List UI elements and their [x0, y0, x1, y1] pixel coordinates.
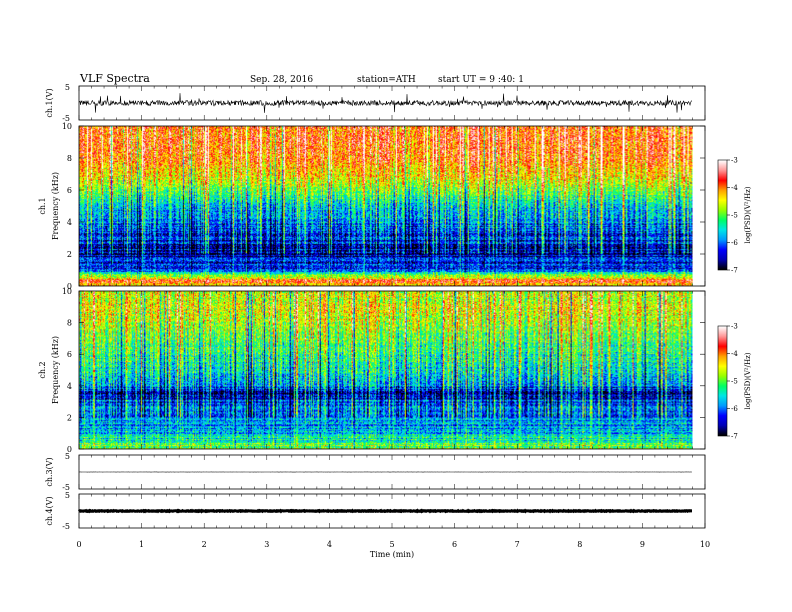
ch2-colorbar: -3 -4 -5 -6 -7 log(PSD)(V²/Hz)	[717, 323, 752, 441]
chart-title: VLF Spectra	[79, 72, 150, 85]
colorbar-tick-label: -6	[731, 239, 738, 247]
ch4-waveform-panel: 5 -5 ch.4(V)	[45, 491, 706, 531]
ch1-ytick-top: 5	[65, 83, 70, 92]
colorbar-tick-label: -4	[731, 184, 738, 192]
ch3-waveform-ylabel: ch.3(V)	[45, 457, 54, 486]
ch4-waveform-ylabel: ch.4(V)	[45, 496, 54, 525]
ch1-waveform-ylabel: ch.1(V)	[45, 88, 54, 117]
spectrogram-ytick-label: 2	[67, 250, 72, 259]
spectrogram-ytick-label: 0	[67, 282, 72, 291]
ch4-ytick-bottom: -5	[62, 522, 70, 531]
ch1-waveform-panel: 5 -5 ch.1(V)	[45, 83, 706, 123]
ch2-colorbar-gradient	[718, 326, 727, 436]
ch2-spectrogram-image	[79, 291, 693, 449]
colorbar-tick-label: -3	[731, 323, 738, 331]
ch3-waveform-panel: 5 -5 ch.3(V)	[45, 452, 706, 492]
ch1-spectrogram-yticks: 0 2 4 6 8 10	[62, 122, 705, 291]
ch1-spectrogram-panel: 0 2 4 6 8 10 ch.1 Frequency (kHz)	[38, 122, 706, 291]
ch1-spectrogram-image	[79, 126, 693, 286]
time-axis-tick-label: 3	[264, 540, 269, 549]
ch1-frequency-label: Frequency (kHz)	[51, 172, 60, 240]
colorbar-tick-label: -4	[731, 350, 738, 358]
time-axis-tick-label: 1	[139, 540, 144, 549]
date-label: Sep. 28, 2016	[250, 75, 313, 85]
colorbar-tick-label: -7	[731, 267, 738, 275]
time-axis-tick-label: 10	[700, 540, 710, 549]
spectrogram-ytick-label: 10	[62, 122, 72, 131]
time-axis-tick-label: 2	[202, 540, 207, 549]
time-axis-tick-label: 4	[327, 540, 332, 549]
colorbar-tick-label: -5	[731, 378, 738, 386]
ch3-ytick-bottom: -5	[62, 483, 70, 492]
ch1-colorbar-gradient	[718, 160, 727, 270]
colorbar-tick-label: -6	[731, 405, 738, 413]
spectrogram-ytick-label: 4	[67, 218, 72, 227]
spectrogram-ytick-label: 10	[62, 287, 72, 296]
station-label: station=ATH	[357, 75, 416, 85]
colorbar-tick-label: -7	[731, 433, 738, 441]
colorbar-tick-label: -5	[731, 212, 738, 220]
spectrogram-ytick-label: 6	[67, 186, 72, 195]
spectrogram-ytick-label: 6	[67, 350, 72, 359]
spectrogram-ytick-label: 8	[67, 319, 72, 328]
ch1-colorbar-ticks: -3 -4 -5 -6 -7	[727, 157, 738, 275]
ch1-colorbar: -3 -4 -5 -6 -7 log(PSD)(V²/Hz)	[717, 157, 752, 275]
time-axis-label: Time (min)	[370, 550, 414, 559]
time-axis-tick-label: 8	[577, 540, 582, 549]
ch2-spectrogram-xticks	[78, 291, 706, 449]
ch2-spectrogram-panel: 0 2 4 6 8 10 ch.2 Frequency (kHz)	[38, 287, 706, 454]
time-axis-tick-label: 0	[76, 540, 81, 549]
ch4-waveform-ticks	[78, 494, 706, 528]
ch1-spectrogram-xticks	[78, 126, 706, 286]
time-axis-tick-label: 9	[640, 540, 645, 549]
ch1-waveform-ticks	[78, 86, 706, 120]
ch2-channel-label: ch.2	[38, 361, 47, 378]
spectrogram-ytick-label: 0	[67, 445, 72, 454]
spectrogram-ytick-label: 8	[67, 154, 72, 163]
ch4-ytick-top: 5	[65, 491, 70, 500]
time-axis-tick-label: 7	[515, 540, 520, 549]
time-axis-tick-label: 5	[389, 540, 394, 549]
time-axis-tick-label: 6	[452, 540, 457, 549]
ch3-waveform-ticks	[78, 455, 706, 489]
ch2-spectrogram-yticks: 0 2 4 6 8 10	[62, 287, 705, 454]
spectrogram-ytick-label: 4	[67, 382, 72, 391]
ch1-channel-label: ch.1	[38, 197, 47, 214]
ch1-colorbar-label: log(PSD)(V²/Hz)	[744, 186, 752, 243]
ch4-waveform-trace	[77, 508, 692, 514]
start-time-label: start UT = 9 :40: 1	[438, 75, 524, 85]
time-axis-tick-labels: 0 1 2 3 4 5 6 7 8 9 10	[76, 540, 710, 549]
ch2-colorbar-ticks: -3 -4 -5 -6 -7	[727, 323, 738, 441]
ch2-colorbar-label: log(PSD)(V²/Hz)	[744, 352, 752, 409]
ch1-ytick-bottom: -5	[62, 114, 70, 123]
ch2-frequency-label: Frequency (kHz)	[51, 336, 60, 404]
ch1-waveform-trace	[78, 93, 693, 113]
colorbar-tick-label: -3	[731, 157, 738, 165]
ch3-ytick-top: 5	[65, 452, 70, 461]
spectrogram-ytick-label: 2	[67, 413, 72, 422]
